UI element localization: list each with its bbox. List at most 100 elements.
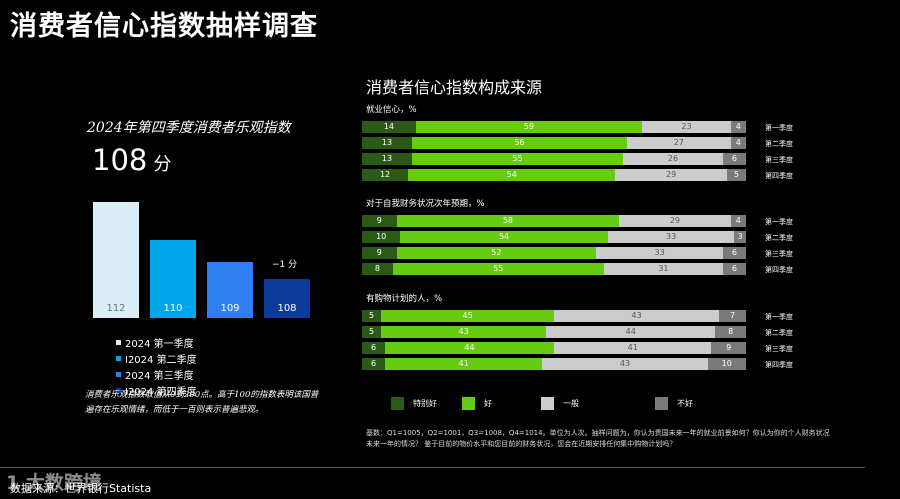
legend-label: 2024 第一季度 (125, 339, 194, 350)
stacked-segment: 26 (623, 153, 723, 165)
stacked-row: 9 58 29 4 (362, 215, 746, 227)
stacked-segment: 58 (396, 215, 620, 227)
stacked-segment: 44 (385, 342, 554, 354)
stacked-row: 14 59 23 4 (362, 121, 746, 133)
stacked-segment: 43 (381, 326, 547, 338)
quarter-label: 第四季度 (765, 361, 793, 369)
quarter-label: 第二季度 (765, 140, 793, 148)
legend-label: 特别好 (413, 399, 437, 408)
stacked-segment: 7 (719, 310, 746, 322)
stacked-segment: 6 (722, 263, 746, 275)
quarter-label: 第一季度 (765, 313, 793, 321)
legend-swatch (462, 397, 475, 410)
stacked-segment: 10 (362, 231, 401, 243)
stacked-segment: 6 (362, 358, 386, 370)
stacked-segment: 54 (400, 231, 608, 243)
stacked-segment: 4 (730, 215, 746, 227)
legend-swatch (116, 340, 121, 345)
composition-legend-item: 不好 (655, 397, 693, 410)
stacked-segment: 13 (362, 137, 412, 149)
stacked-segment: 52 (396, 247, 597, 259)
stacked-segment: 31 (603, 263, 723, 275)
watermark: 1 大数跨境 (6, 472, 102, 494)
stacked-segment: 44 (546, 326, 716, 338)
optimism-legend-item: I2024 第二季度 (116, 351, 197, 366)
quarter-label: 第四季度 (765, 172, 793, 180)
optimism-bar (150, 240, 196, 318)
stacked-row: 10 54 33 3 (362, 231, 746, 243)
stacked-row: 8 55 31 6 (362, 263, 746, 275)
stacked-segment: 8 (362, 263, 393, 275)
stacked-row: 5 45 43 7 (362, 310, 746, 322)
stacked-segment: 23 (642, 121, 731, 133)
stacked-segment: 55 (392, 263, 604, 275)
stacked-row: 6 44 41 9 (362, 342, 746, 354)
optimism-bar (264, 279, 310, 318)
legend-label: 不好 (677, 399, 693, 408)
stacked-segment: 12 (362, 169, 409, 181)
composition-legend-item: 好 (462, 397, 492, 410)
composition-chart-title: 消费者信心指数构成来源 (366, 78, 543, 97)
stacked-segment: 10 (707, 358, 746, 370)
quarter-label: 第一季度 (765, 218, 793, 226)
optimism-bar-value: 109 (220, 303, 240, 314)
current-score: 108 分 (92, 143, 171, 177)
optimism-legend-item: 2024 第三季度 (116, 367, 194, 382)
stacked-segment: 29 (615, 169, 727, 181)
footnote: 基数：Q1=1005，Q2=1001，Q3=1008，Q4=1014。单位为人次… (366, 429, 830, 448)
quarter-label: 第三季度 (765, 345, 793, 353)
stacked-segment: 27 (626, 137, 731, 149)
stacked-segment: 43 (553, 310, 720, 322)
legend-label: 2024 第三季度 (125, 371, 194, 382)
stacked-segment: 3 (734, 231, 746, 243)
stacked-segment: 9 (362, 215, 397, 227)
composition-legend-item: 一般 (541, 397, 579, 410)
legend-swatch (116, 356, 121, 361)
stacked-segment: 54 (408, 169, 616, 181)
stacked-segment: 41 (385, 358, 543, 370)
score-value: 108 (92, 143, 148, 177)
stacked-segment: 6 (722, 247, 746, 259)
stacked-segment: 41 (553, 342, 712, 354)
stacked-segment: 14 (362, 121, 416, 133)
legend-label: 一般 (563, 399, 579, 408)
stacked-row: 13 55 26 6 (362, 153, 746, 165)
quarter-label: 第三季度 (765, 250, 793, 258)
stacked-segment: 55 (411, 153, 624, 165)
section-title: 有购物计划的人，% (366, 294, 443, 304)
section-title: 就业信心，% (366, 105, 417, 115)
quarter-label: 第二季度 (765, 329, 793, 337)
optimism-bar-value: 110 (163, 303, 183, 314)
legend-swatch (391, 397, 404, 410)
optimism-legend-item: I2024 第四季度 (116, 383, 197, 398)
legend-swatch (655, 397, 668, 410)
optimism-bar-value: 112 (106, 303, 126, 314)
quarter-label: 第一季度 (765, 124, 793, 132)
stacked-row: 5 43 44 8 (362, 326, 746, 338)
divider (0, 467, 865, 468)
stacked-row: 13 56 27 4 (362, 137, 746, 149)
optimism-bar (207, 262, 253, 318)
legend-swatch (116, 372, 121, 377)
stacked-segment: 43 (542, 358, 708, 370)
optimism-legend-item: 2024 第一季度 (116, 335, 194, 350)
stacked-segment: 13 (362, 153, 412, 165)
quarter-label: 第二季度 (765, 234, 793, 242)
optimism-bar (93, 202, 139, 318)
stacked-segment: 9 (362, 247, 397, 259)
index-note: 消费者乐观指数取值从0到200点。高于100的指数表明该国普遍存在乐观情绪，而低… (85, 390, 319, 415)
stacked-row: 12 54 29 5 (362, 169, 746, 181)
source-note: 数据来源：世界银行Statista (10, 482, 152, 495)
stacked-row: 9 52 33 6 (362, 247, 746, 259)
legend-label: 好 (484, 399, 492, 408)
stacked-segment: 56 (411, 137, 627, 149)
stacked-segment: 29 (619, 215, 731, 227)
stacked-segment: 9 (711, 342, 746, 354)
score-unit: 分 (153, 154, 172, 175)
stacked-segment: 33 (607, 231, 735, 243)
stacked-segment: 59 (415, 121, 643, 133)
legend-swatch (541, 397, 554, 410)
optimism-bar-value: 108 (277, 303, 297, 314)
section-title: 对于自我财务状况次年预期，% (366, 199, 485, 209)
stacked-segment: 4 (730, 137, 746, 149)
